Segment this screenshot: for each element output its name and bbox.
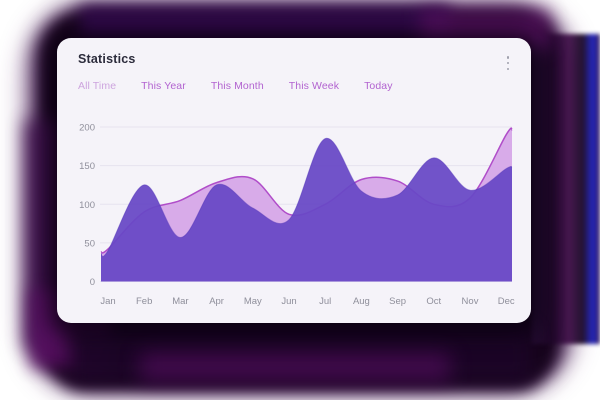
kebab-menu-icon[interactable] <box>501 55 515 71</box>
kebab-dot <box>506 67 510 70</box>
tab-all-time[interactable]: All Time <box>78 80 117 92</box>
kebab-dot <box>506 61 510 65</box>
time-filter-tabs: All Time This Year This Month This Week Toda… <box>78 80 393 92</box>
card-glow-bottom-magenta <box>140 352 450 382</box>
tab-this-week[interactable]: This Week <box>288 80 340 92</box>
tab-this-month[interactable]: This Month <box>210 80 264 92</box>
card-glow-bottom <box>70 326 532 384</box>
card-glow-top <box>80 5 450 39</box>
statistics-card: Statistics All Time This Year This Month Th… <box>57 38 531 323</box>
kebab-dot <box>506 56 510 59</box>
tab-this-year[interactable]: This Year <box>141 80 186 92</box>
card-glow-right-streak <box>531 34 600 344</box>
card-title: Statistics <box>78 52 136 66</box>
tab-today[interactable]: Today <box>364 80 393 92</box>
